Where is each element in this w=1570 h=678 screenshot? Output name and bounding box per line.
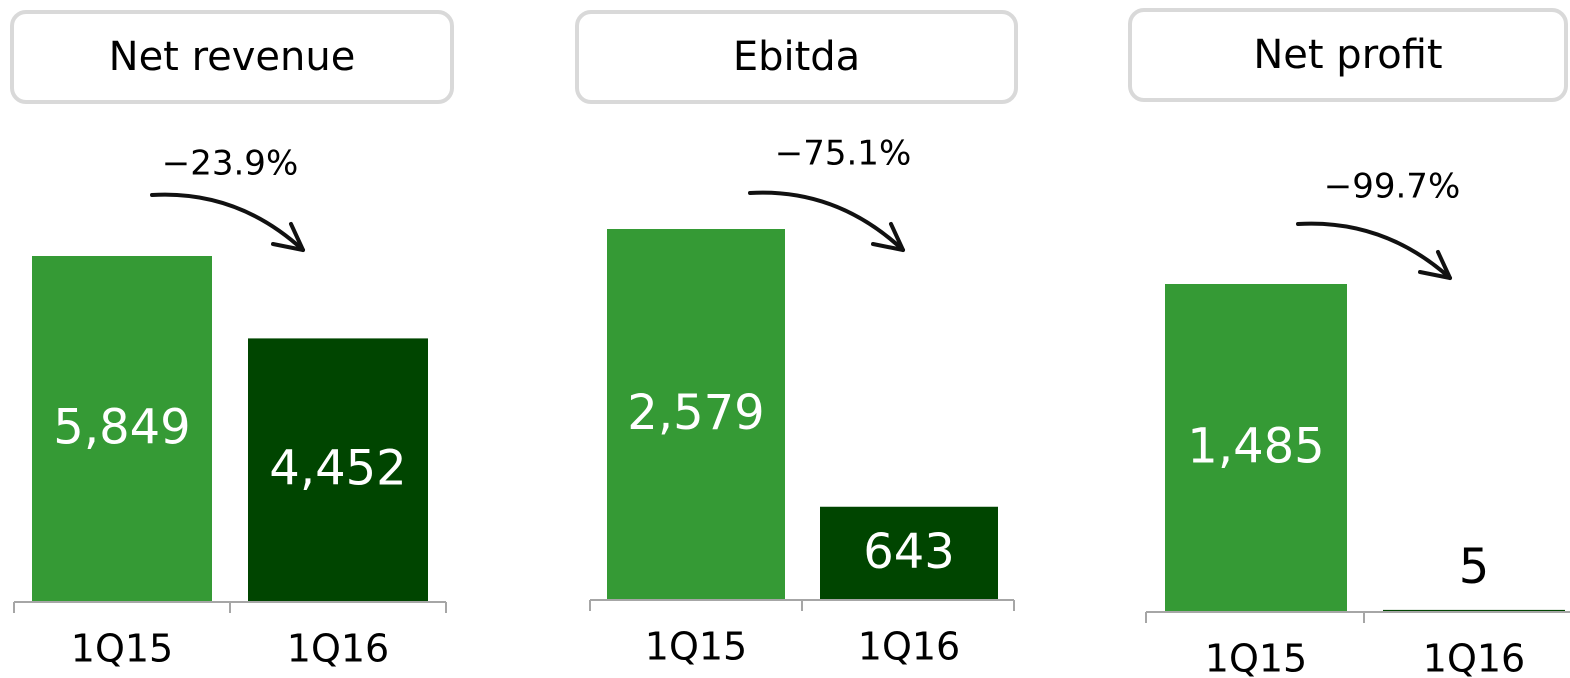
value-label: 1,485 xyxy=(1187,419,1324,475)
x-tick-label: 1Q15 xyxy=(645,625,747,669)
chart-title: Net revenue xyxy=(109,34,356,80)
title-box xyxy=(10,10,454,104)
value-label: 5,849 xyxy=(53,400,190,456)
bar xyxy=(248,338,428,601)
x-tick-label: 1Q16 xyxy=(1423,637,1525,678)
arrow xyxy=(1296,221,1452,280)
title-box xyxy=(1128,8,1568,102)
change-annotation: −75.1% xyxy=(775,134,912,174)
arrow-head xyxy=(1418,250,1452,280)
value-label: 5 xyxy=(1459,539,1490,595)
x-tick-label: 1Q16 xyxy=(287,627,389,671)
arrow xyxy=(748,190,905,252)
chart-title: Ebitda xyxy=(733,34,860,80)
title-box xyxy=(575,10,1018,104)
arrow xyxy=(150,192,305,252)
chart-title: Net profit xyxy=(1253,32,1442,78)
change-annotation: −99.7% xyxy=(1324,167,1461,207)
x-tick-label: 1Q15 xyxy=(71,627,173,671)
bar xyxy=(1165,284,1347,611)
value-label: 4,452 xyxy=(269,441,406,497)
value-label: 643 xyxy=(863,524,955,580)
bar xyxy=(1383,609,1565,611)
x-tick-label: 1Q16 xyxy=(858,625,960,669)
bar xyxy=(607,229,785,599)
x-tick-label: 1Q15 xyxy=(1205,637,1307,678)
bar xyxy=(32,256,212,601)
arrow-head xyxy=(871,222,905,252)
change-annotation: −23.9% xyxy=(162,144,299,184)
bar xyxy=(820,506,998,599)
value-label: 2,579 xyxy=(627,385,764,441)
arrow-head xyxy=(271,222,305,252)
